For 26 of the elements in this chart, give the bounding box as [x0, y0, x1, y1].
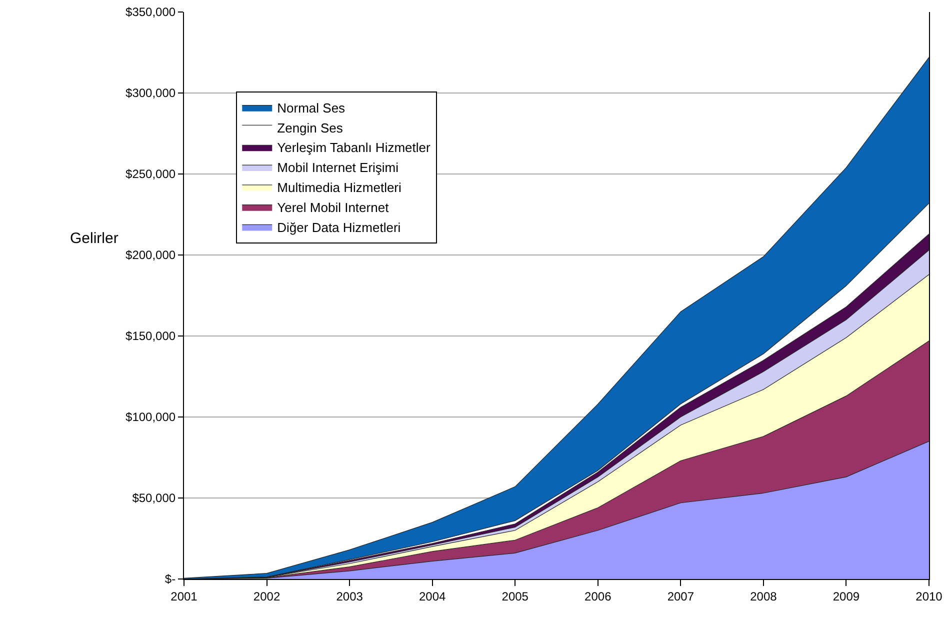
x-tick-label: 2001 — [170, 589, 198, 604]
x-tick-label: 2003 — [336, 589, 364, 604]
y-tick-label: $100,000 — [126, 410, 176, 424]
x-tick-label: 2009 — [832, 589, 860, 604]
y-tick-label: $250,000 — [126, 167, 176, 182]
y-tick-label: $150,000 — [126, 329, 176, 344]
y-tick-label: $50,000 — [132, 491, 176, 506]
x-tick-label: 2008 — [750, 589, 778, 604]
legend-label: Diğer Data Hizmetleri — [277, 220, 401, 235]
y-tick-label: $- — [164, 572, 176, 586]
y-tick-label: $200,000 — [126, 248, 176, 262]
x-tick-label: 2010 — [916, 589, 943, 604]
legend-label: Yerel Mobil Internet — [277, 200, 390, 215]
legend-label: Yerleşim Tabanlı Hizmetler — [277, 140, 431, 156]
legend-label: Multimedia Hizmetleri — [277, 180, 402, 195]
x-tick-label: 2006 — [584, 589, 612, 604]
x-tick-label: 2004 — [418, 589, 446, 604]
x-tick-label: 2002 — [253, 589, 280, 604]
legend-label: Zengin Ses — [277, 120, 344, 136]
legend-label: Mobil Internet Erişimi — [277, 160, 399, 176]
y-tick-label: $300,000 — [126, 86, 176, 100]
y-axis-title: Gelirler — [70, 230, 118, 247]
x-tick-label: 2005 — [502, 589, 529, 604]
x-tick-label: 2007 — [667, 589, 694, 604]
y-tick-label: $350,000 — [126, 5, 176, 20]
legend-label: Normal Ses — [277, 100, 346, 116]
